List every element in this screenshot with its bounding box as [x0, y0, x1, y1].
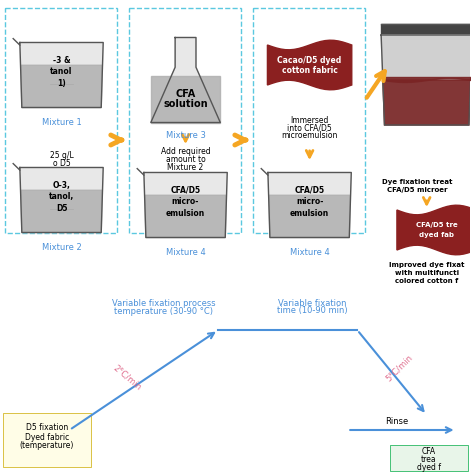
Text: dyed fab: dyed fab — [419, 232, 454, 238]
Polygon shape — [145, 195, 226, 237]
Text: microemulsion: microemulsion — [282, 131, 338, 140]
Text: colored cotton f: colored cotton f — [395, 278, 458, 284]
Text: CFA/D5 microer: CFA/D5 microer — [386, 187, 447, 193]
Text: dyed f: dyed f — [417, 464, 441, 473]
FancyBboxPatch shape — [390, 445, 468, 471]
Text: amount to: amount to — [166, 155, 205, 164]
Polygon shape — [144, 173, 227, 237]
Text: Improved dye fixat: Improved dye fixat — [389, 262, 465, 268]
Text: Add required: Add required — [161, 147, 210, 156]
Text: D5: D5 — [56, 204, 67, 213]
Polygon shape — [381, 35, 472, 125]
Polygon shape — [20, 167, 103, 233]
Text: into CFA/D5: into CFA/D5 — [287, 124, 332, 133]
Polygon shape — [267, 40, 352, 90]
Text: emulsion: emulsion — [290, 209, 329, 218]
Text: micro-: micro- — [296, 197, 323, 206]
Text: cotton fabric: cotton fabric — [282, 65, 337, 74]
Text: with multifuncti: with multifuncti — [395, 270, 459, 276]
Text: CFA/D5: CFA/D5 — [294, 185, 325, 194]
Text: micro-: micro- — [172, 197, 199, 206]
Text: temperature (30-90 °C): temperature (30-90 °C) — [114, 307, 213, 316]
Text: Mixture 4: Mixture 4 — [290, 247, 329, 256]
Text: 5°C/min: 5°C/min — [383, 353, 414, 383]
Text: Immersed: Immersed — [291, 116, 329, 125]
Text: o D5: o D5 — [53, 158, 71, 167]
FancyBboxPatch shape — [3, 413, 91, 467]
Text: Mixture 2: Mixture 2 — [42, 243, 82, 252]
Polygon shape — [151, 75, 220, 122]
Text: (temperature): (temperature) — [19, 441, 74, 450]
Text: solution: solution — [163, 99, 208, 109]
Text: time (10-90 min): time (10-90 min) — [277, 307, 348, 316]
Text: trea: trea — [421, 456, 437, 465]
Text: Dyed fabric: Dyed fabric — [25, 432, 69, 441]
Text: CFA/D5: CFA/D5 — [171, 185, 201, 194]
Text: Mixture 4: Mixture 4 — [166, 247, 205, 256]
Text: tanol: tanol — [50, 67, 73, 76]
Text: emulsion: emulsion — [166, 209, 205, 218]
Polygon shape — [151, 37, 220, 122]
Polygon shape — [383, 80, 471, 125]
Polygon shape — [21, 190, 102, 233]
Text: Dye fixation treat: Dye fixation treat — [382, 179, 452, 185]
Text: Variable fixation: Variable fixation — [278, 299, 347, 308]
Polygon shape — [21, 65, 102, 108]
Text: Cacao/D5 dyed: Cacao/D5 dyed — [277, 55, 342, 64]
Text: CFA: CFA — [175, 89, 196, 99]
Polygon shape — [381, 24, 472, 35]
Text: Mixture 1: Mixture 1 — [42, 118, 82, 127]
Text: D5 fixation: D5 fixation — [26, 423, 68, 432]
Text: Mixture 2: Mixture 2 — [167, 164, 204, 173]
Polygon shape — [20, 43, 103, 108]
Polygon shape — [397, 205, 474, 255]
Text: Rinse: Rinse — [385, 418, 409, 427]
Text: CFA/D5 tre: CFA/D5 tre — [416, 222, 457, 228]
Text: CFA: CFA — [421, 447, 436, 456]
Text: 1): 1) — [57, 79, 66, 88]
Text: Mixture 3: Mixture 3 — [165, 130, 206, 139]
Polygon shape — [268, 173, 351, 237]
Text: O-3,: O-3, — [53, 181, 71, 190]
Polygon shape — [269, 195, 350, 237]
Text: tanol,: tanol, — [49, 192, 74, 201]
Text: -3 &: -3 & — [53, 55, 70, 64]
Text: 2°C/min: 2°C/min — [111, 364, 143, 392]
Text: 25 g/L: 25 g/L — [50, 151, 73, 159]
Text: Variable fixation process: Variable fixation process — [112, 299, 216, 308]
